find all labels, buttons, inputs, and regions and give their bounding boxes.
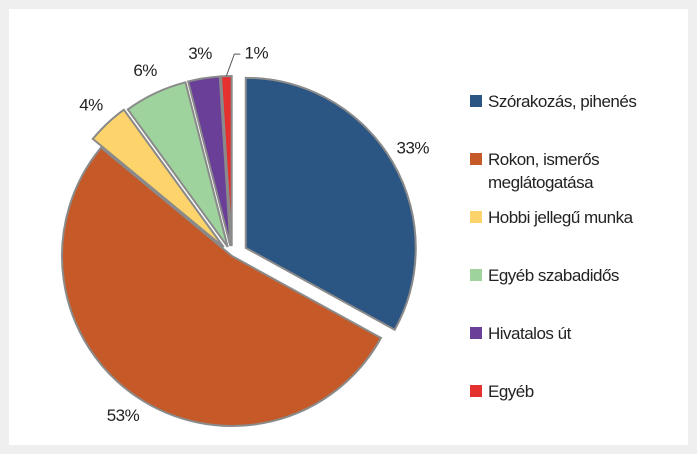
legend-item: Szórakozás, pihenés	[470, 90, 673, 113]
data-label: 1%	[245, 44, 269, 63]
legend-swatch	[470, 327, 482, 339]
legend-swatch	[470, 385, 482, 397]
legend-label: Hobbi jellegű munka	[488, 208, 633, 227]
legend-swatch	[470, 153, 482, 165]
legend-label: Hivatalos út	[488, 324, 571, 343]
legend-label: Szórakozás, pihenés	[488, 92, 637, 111]
legend-item: Egyéb szabadidős	[470, 264, 673, 287]
legend-item: Rokon, ismerős meglátogatása	[470, 148, 673, 194]
legend-item: Egyéb	[470, 380, 673, 403]
legend-label: Egyéb szabadidős	[488, 266, 619, 285]
pie-slice	[186, 75, 232, 247]
legend-label: Egyéb	[488, 382, 534, 401]
legend-swatch	[470, 95, 482, 107]
data-label: 33%	[396, 139, 429, 158]
pie-slice	[91, 108, 225, 249]
legend-swatch	[470, 269, 482, 281]
data-label: 6%	[133, 61, 157, 80]
legend-label: Rokon, ismerős meglátogatása	[488, 150, 600, 192]
leader-line	[225, 53, 241, 77]
legend-item: Hivatalos út	[470, 322, 673, 345]
data-label: 4%	[79, 95, 103, 114]
data-label: 53%	[107, 406, 140, 425]
pie-slice	[244, 76, 417, 332]
legend-swatch	[470, 211, 482, 223]
legend-item: Hobbi jellegű munka	[470, 206, 673, 229]
pie-slice	[60, 146, 383, 428]
data-label: 3%	[188, 44, 212, 63]
pie-slice	[126, 81, 229, 248]
